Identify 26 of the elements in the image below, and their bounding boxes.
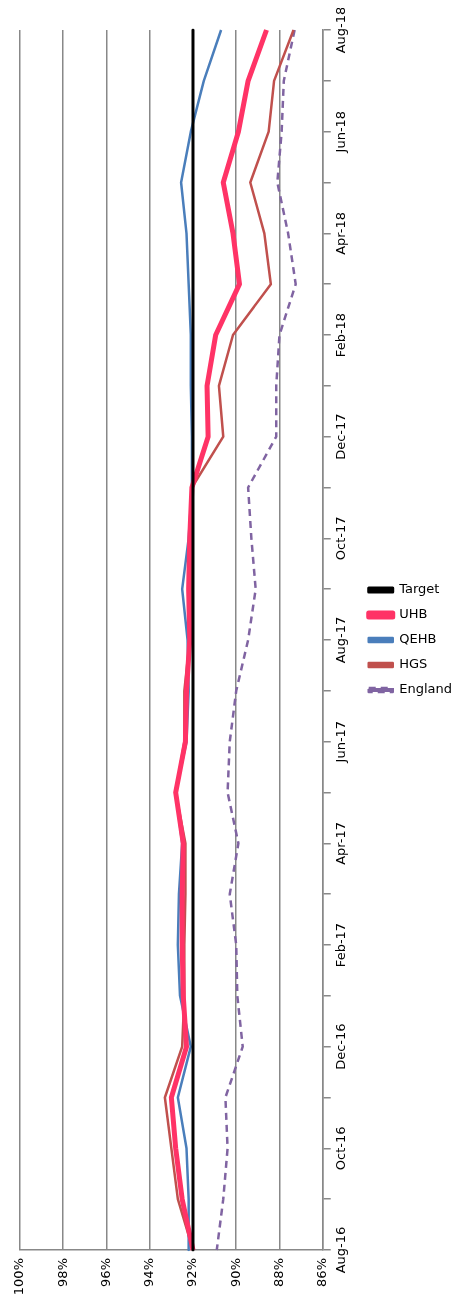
x-tick-label: 90% xyxy=(227,1258,243,1287)
legend-label: Target xyxy=(398,581,440,597)
legend-label: England xyxy=(399,681,453,697)
y-tick-label: Apr-18 xyxy=(332,211,348,255)
y-tick-label: Dec-16 xyxy=(332,1023,348,1070)
legend-label: QEHB xyxy=(399,631,437,647)
x-tick-label: 92% xyxy=(184,1258,200,1287)
x-tick-label: 86% xyxy=(314,1258,330,1287)
y-tick-label: Aug-18 xyxy=(332,6,348,54)
y-tick-label: Oct-16 xyxy=(332,1126,348,1171)
x-tick-label: 98% xyxy=(54,1258,70,1287)
y-tick-label: Jun-18 xyxy=(332,110,348,154)
legend-label: UHB xyxy=(399,606,428,622)
x-tick-label: 100% xyxy=(11,1258,27,1296)
x-tick-label: 88% xyxy=(270,1258,286,1287)
x-tick-label: 96% xyxy=(97,1258,113,1287)
y-tick-label: Feb-18 xyxy=(332,312,348,358)
y-tick-label: Oct-17 xyxy=(332,516,348,561)
y-tick-label: Aug-17 xyxy=(332,616,348,664)
legend-label: HGS xyxy=(399,656,428,672)
y-tick-label: Apr-17 xyxy=(332,821,348,865)
y-tick-label: Aug-16 xyxy=(332,1226,348,1274)
x-tick-label: 94% xyxy=(141,1258,157,1287)
y-tick-label: Jun-17 xyxy=(332,720,348,764)
y-tick-label: Dec-17 xyxy=(332,413,348,460)
y-tick-label: Feb-17 xyxy=(332,922,348,968)
